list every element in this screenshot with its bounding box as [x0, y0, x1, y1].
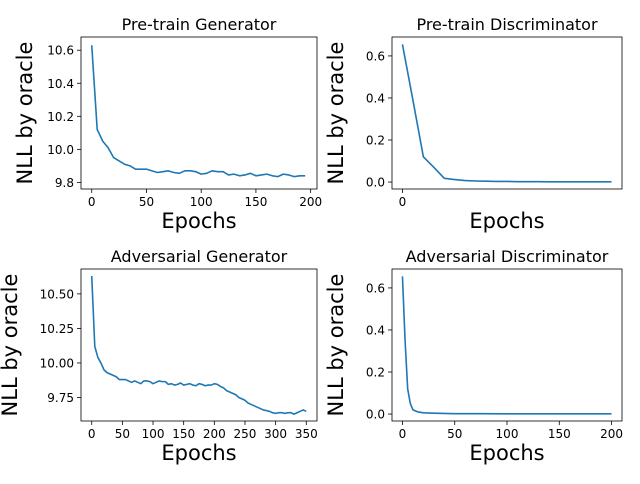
x-tick-label: 0	[399, 195, 407, 209]
chart-title: Pre-train Discriminator	[416, 15, 598, 34]
x-tick-label: 350	[295, 427, 318, 441]
panel-4: Adversarial Discriminator 0 50 100 150 200 0.0…	[324, 247, 623, 465]
y-axis-label: NLL by oracle	[13, 42, 37, 185]
x-tick-label: 100	[190, 195, 213, 209]
y-axis-label: NLL by oracle	[324, 42, 348, 185]
x-tick-label: 50	[447, 427, 462, 441]
panel-3: Adversarial Generator 0 50 100 150 200 250 300 3…	[0, 247, 318, 465]
y-tick-label: 0.6	[366, 49, 385, 63]
y-tick-label: 10.4	[47, 77, 74, 91]
y-tick-label: 10.6	[47, 44, 74, 58]
x-axis-label: Epochs	[161, 441, 236, 465]
series-line-1	[90, 45, 306, 178]
y-tick-label: 10.50	[40, 287, 74, 301]
plot-frame	[80, 36, 318, 190]
chart-title: Adversarial Discriminator	[406, 247, 609, 266]
chart-title: Pre-train Generator	[122, 15, 277, 34]
x-tick-label: 0	[399, 427, 407, 441]
y-tick-label: 0.2	[366, 134, 385, 148]
y-tick-label: 9.8	[55, 176, 74, 190]
x-axis-label: Epochs	[469, 209, 544, 233]
x-tick-label: 150	[244, 195, 267, 209]
y-tick-label: 0.4	[366, 323, 385, 337]
x-tick-label: 150	[172, 427, 195, 441]
x-tick-label: 100	[496, 427, 519, 441]
panel-2: Pre-train Discriminator 0 0.0 0.2 0.4 0.6 Epoc…	[324, 15, 623, 233]
y-tick-label: 10.00	[40, 356, 74, 370]
x-tick-label: 200	[203, 427, 226, 441]
y-tick-label: 0.4	[366, 91, 385, 105]
y-tick-label: 0.0	[366, 176, 385, 190]
series-line-1	[401, 44, 612, 183]
x-tick-label: 200	[600, 427, 623, 441]
x-axis-label: Epochs	[469, 441, 544, 465]
y-tick-label: 0.2	[366, 366, 385, 380]
x-tick-label: 200	[299, 195, 322, 209]
y-tick-label: 10.25	[40, 322, 74, 336]
chart-title: Adversarial Generator	[111, 247, 288, 266]
plot-frame	[391, 36, 623, 190]
panel-1: Pre-train Generator 0 50 100 150 200 9.8 10.0 10…	[13, 15, 322, 233]
series-line-1	[90, 275, 307, 415]
series-line-1	[401, 276, 612, 415]
plot-frame	[80, 268, 318, 422]
y-tick-label: 0.6	[366, 281, 385, 295]
x-tick-label: 0	[88, 427, 96, 441]
x-tick-label: 250	[234, 427, 257, 441]
x-axis-label: Epochs	[161, 209, 236, 233]
y-axis-label: NLL by oracle	[0, 274, 22, 417]
plot-frame	[391, 268, 623, 422]
y-axis-label: NLL by oracle	[324, 274, 348, 417]
y-tick-label: 9.75	[47, 391, 74, 405]
x-tick-label: 0	[88, 195, 96, 209]
y-tick-label: 0.0	[366, 408, 385, 422]
y-tick-label: 10.2	[47, 110, 74, 124]
x-tick-label: 50	[139, 195, 154, 209]
x-tick-label: 50	[115, 427, 130, 441]
x-tick-label: 100	[142, 427, 165, 441]
y-tick-label: 10.0	[47, 143, 74, 157]
x-tick-label: 300	[264, 427, 287, 441]
x-tick-label: 150	[548, 427, 571, 441]
